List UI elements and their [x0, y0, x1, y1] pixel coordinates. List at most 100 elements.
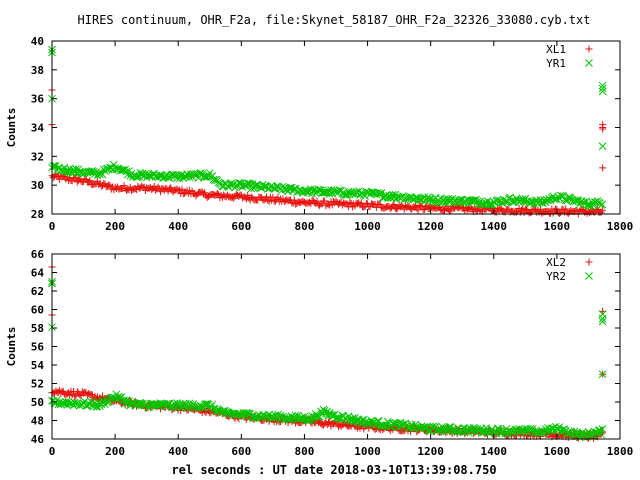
data-point [590, 428, 599, 436]
data-point [562, 205, 570, 213]
y-tick-label: 46 [31, 433, 45, 446]
x-tick-label: 1200 [417, 220, 444, 233]
data-point [447, 423, 455, 431]
y-tick-label: 54 [31, 359, 45, 372]
x-tick-label: 0 [49, 445, 56, 458]
data-point [272, 182, 281, 191]
y-tick-label: 32 [31, 150, 44, 163]
data-point [163, 400, 171, 408]
y-tick-label: 52 [31, 378, 44, 391]
y-tick-label: 66 [31, 248, 45, 261]
data-point [356, 424, 364, 432]
y-tick-label: 60 [31, 304, 44, 317]
series-xl1 [48, 86, 607, 218]
data-point [599, 164, 607, 172]
y-tick-label: 36 [31, 93, 45, 106]
legend-label: XL1 [546, 43, 566, 56]
x-tick-label: 600 [231, 445, 251, 458]
chart-title: HIRES continuum, OHR_F2a, file:Skynet_58… [78, 13, 591, 27]
data-point [223, 408, 232, 417]
data-point [393, 423, 402, 432]
data-point [244, 191, 252, 199]
legend-marker [585, 59, 593, 67]
data-point [263, 193, 271, 201]
data-point [598, 84, 607, 93]
y-tick-label: 48 [31, 415, 44, 428]
y-tick-label: 28 [31, 208, 44, 221]
x-tick-label: 1000 [354, 445, 381, 458]
data-point [252, 181, 261, 189]
data-point [105, 181, 113, 189]
data-point [320, 188, 329, 197]
y-tick-label: 56 [31, 341, 45, 354]
legend-label: YR2 [546, 270, 566, 283]
x-tick-label: 800 [295, 220, 315, 233]
data-point [173, 399, 181, 407]
data-point [313, 197, 321, 205]
plot-frame [51, 253, 621, 440]
data-point [154, 183, 162, 191]
legend-marker [585, 258, 593, 266]
data-point [473, 197, 482, 206]
data-point [595, 426, 604, 435]
x-tick-label: 400 [168, 220, 188, 233]
data-point [361, 420, 369, 429]
data-point [421, 423, 430, 432]
y-tick-label: 64 [31, 267, 45, 280]
y-tick-label: 58 [31, 322, 44, 335]
data-point [529, 425, 537, 433]
data-point [518, 195, 527, 203]
data-point [598, 314, 607, 323]
series-yr2 [48, 277, 607, 442]
data-point [598, 425, 607, 433]
data-point [80, 397, 89, 406]
y-tick-label: 34 [31, 122, 45, 135]
data-point [86, 400, 94, 409]
data-point [520, 427, 528, 435]
data-point [49, 162, 58, 170]
x-tick-label: 800 [295, 445, 315, 458]
data-point [314, 413, 323, 421]
data-point [318, 410, 326, 418]
data-point [598, 370, 607, 379]
data-point [269, 193, 277, 201]
data-point [599, 125, 607, 133]
series-yr1 [48, 45, 607, 210]
data-point [290, 413, 299, 422]
data-point [313, 412, 321, 421]
data-point [411, 193, 420, 202]
data-point [353, 417, 362, 426]
data-point [393, 205, 401, 213]
data-point [598, 317, 607, 326]
data-point [86, 168, 94, 176]
data-point [512, 194, 521, 203]
x-tick-label: 400 [168, 445, 188, 458]
data-point [388, 419, 397, 428]
x-tick-label: 1200 [417, 445, 444, 458]
data-point [598, 87, 607, 96]
x-tick-label: 1800 [607, 445, 634, 458]
data-point [529, 198, 537, 206]
data-point [383, 194, 392, 202]
data-point [260, 182, 268, 191]
data-point [346, 198, 354, 206]
data-point [512, 432, 520, 440]
x-tick-label: 1400 [481, 445, 508, 458]
x-tick-label: 600 [231, 220, 251, 233]
data-point [522, 427, 531, 435]
data-point [506, 427, 515, 436]
data-point [64, 398, 73, 406]
y-tick-label: 30 [31, 179, 44, 192]
data-point [382, 191, 391, 200]
data-point [86, 177, 94, 185]
x-tick-label: 1600 [544, 220, 571, 233]
y-axis-label: Counts [5, 108, 18, 148]
data-point [598, 81, 607, 90]
data-point [358, 416, 367, 424]
data-point [570, 427, 579, 436]
y-tick-label: 40 [31, 35, 44, 48]
data-point [563, 429, 571, 438]
legend-label: XL2 [546, 256, 566, 269]
data-point [426, 195, 435, 204]
